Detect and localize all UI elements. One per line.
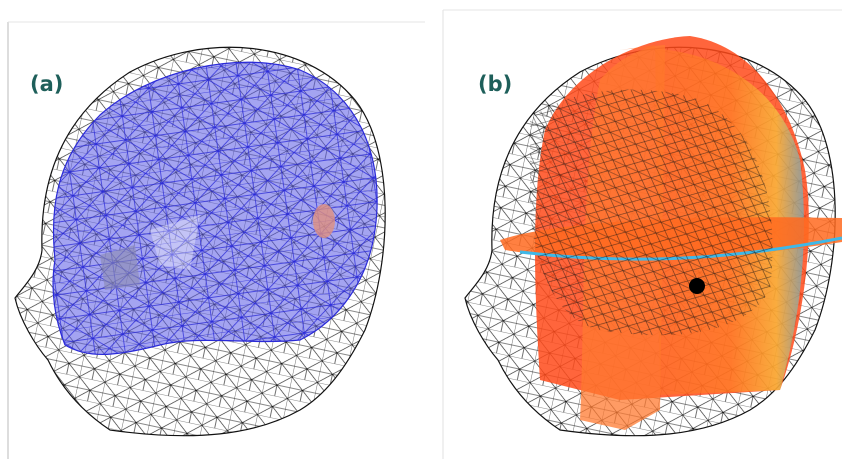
- source-marker: [313, 204, 335, 238]
- panel-label: (a): [30, 72, 63, 96]
- figure: (a) (b): [0, 0, 842, 459]
- panel-label: (b): [478, 72, 512, 96]
- source-marker: [689, 278, 705, 294]
- panel-b: (b): [465, 36, 842, 436]
- figure-canvas: (a) (b): [0, 0, 842, 459]
- panel-a: (a): [15, 47, 385, 435]
